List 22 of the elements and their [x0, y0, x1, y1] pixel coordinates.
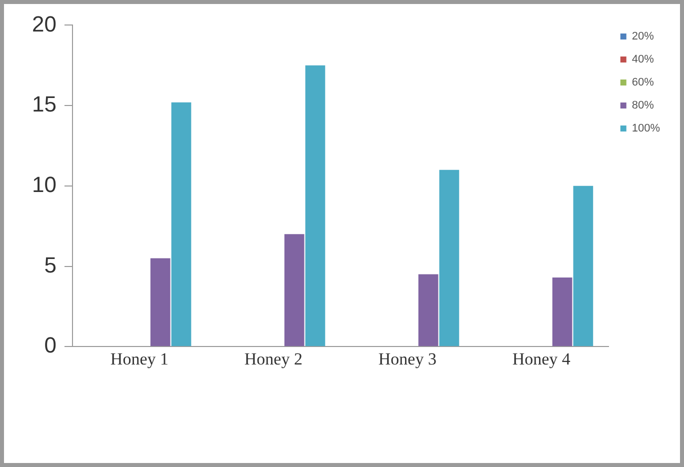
bar: [305, 65, 326, 346]
x-tick-label: Honey 1: [110, 349, 168, 368]
bar: [439, 170, 460, 346]
y-tick-label: 10: [32, 172, 56, 197]
bar: [573, 186, 594, 346]
bar: [150, 258, 170, 346]
x-tick-label: Honey 4: [512, 349, 571, 368]
y-tick-label: 0: [44, 332, 56, 358]
legend-label: 80%: [632, 100, 654, 112]
legend-label: 60%: [632, 76, 654, 89]
y-tick-label: 20: [32, 11, 56, 36]
legend-label: 20%: [632, 30, 654, 43]
y-tick-label: 15: [32, 92, 56, 117]
bar: [552, 278, 572, 346]
bar: [418, 274, 438, 346]
legend-label: 40%: [632, 54, 654, 66]
legend-label: 100%: [632, 122, 660, 135]
bar: [284, 234, 304, 346]
x-tick-label: Honey 3: [378, 349, 436, 368]
bar: [171, 102, 192, 346]
x-tick-label: Honey 2: [244, 349, 302, 368]
y-tick-label: 5: [44, 252, 56, 278]
